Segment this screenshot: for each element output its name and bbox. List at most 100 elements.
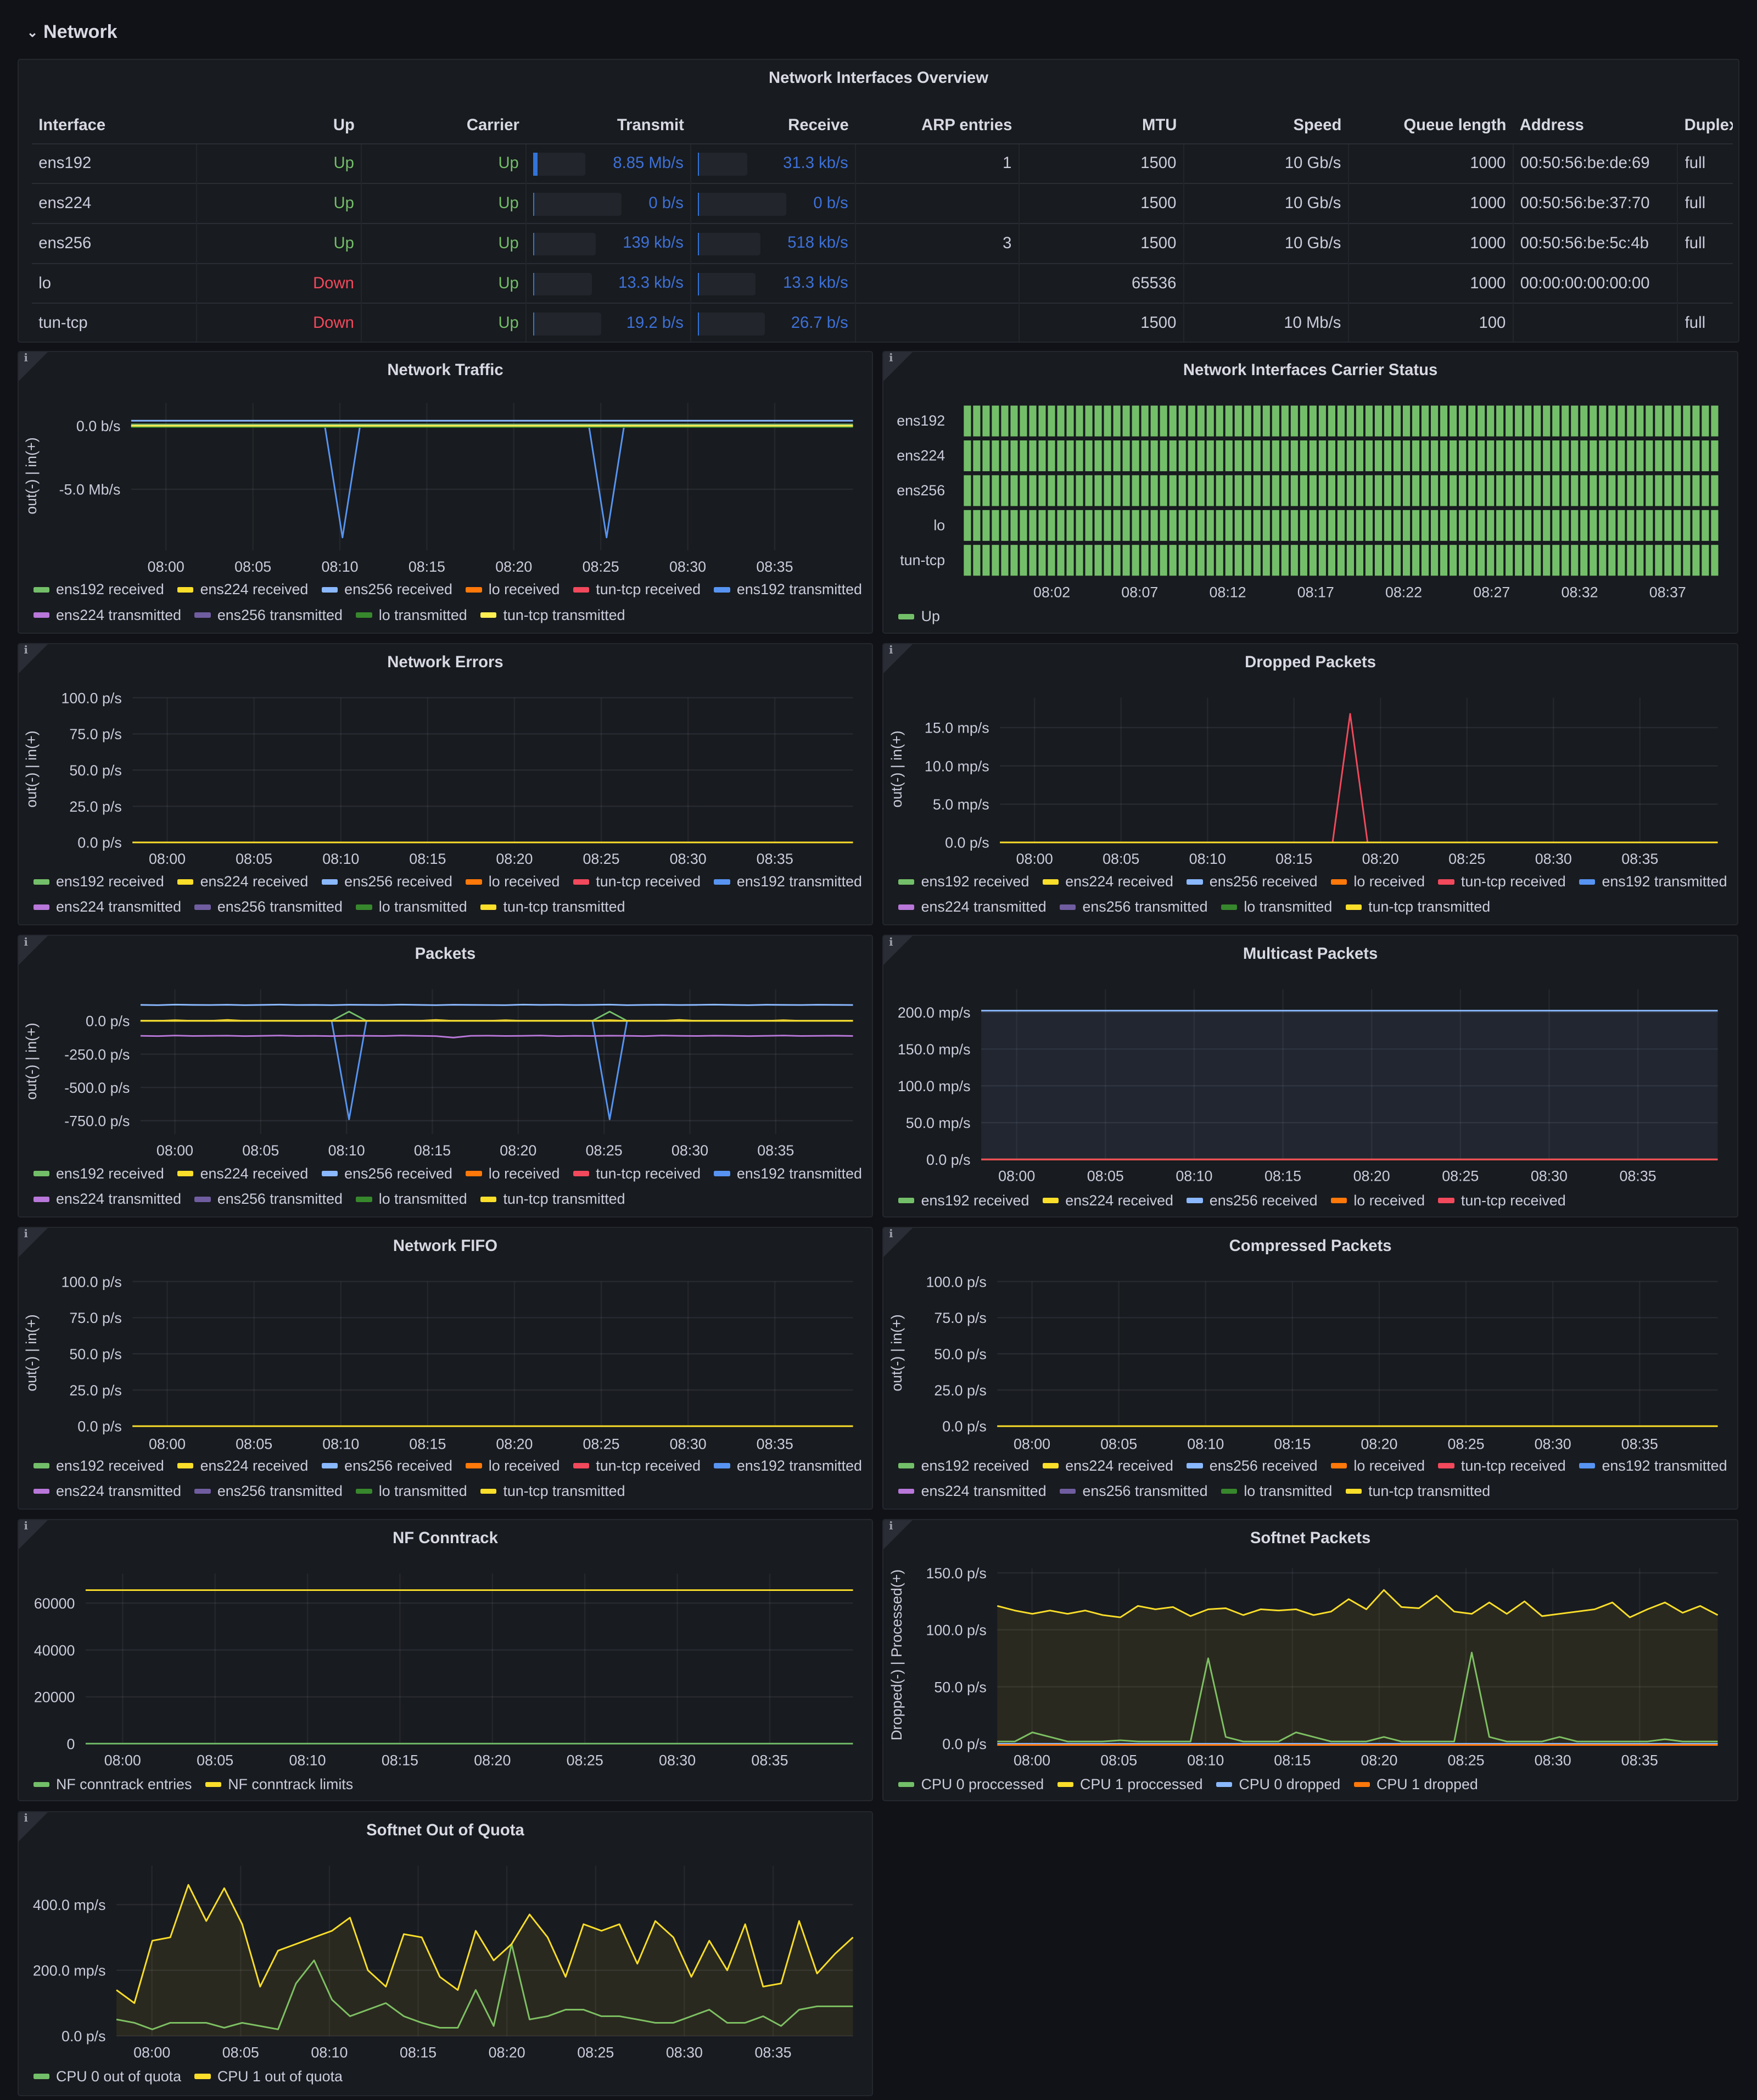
info-icon[interactable]: i — [889, 1227, 893, 1241]
legend-item[interactable]: ens224 received — [177, 1456, 308, 1476]
legend-item[interactable]: lo transmitted — [1221, 1481, 1332, 1501]
column-header[interactable]: Address — [1519, 116, 1584, 135]
column-header[interactable]: Receive — [788, 116, 849, 135]
legend-item[interactable]: ens192 received — [33, 1164, 164, 1184]
panel-info-corner[interactable]: i — [883, 352, 913, 381]
column-header[interactable]: ARP entries — [921, 116, 1012, 135]
legend-item[interactable]: CPU 1 dropped — [1353, 1774, 1478, 1795]
panel-info-corner[interactable]: i — [18, 644, 48, 673]
legend-item[interactable]: lo received — [1330, 1191, 1425, 1211]
legend-item[interactable]: ens224 transmitted — [33, 897, 181, 918]
legend-item[interactable]: tun-tcp transmitted — [480, 1481, 625, 1501]
info-icon[interactable]: i — [24, 351, 28, 365]
legend-item[interactable]: Up — [898, 606, 940, 627]
info-icon[interactable]: i — [24, 644, 28, 657]
legend-item[interactable]: ens256 received — [321, 580, 452, 600]
column-header[interactable]: Queue length — [1403, 116, 1507, 135]
info-icon[interactable]: i — [24, 1520, 28, 1533]
legend-item[interactable]: ens224 received — [1042, 1191, 1173, 1211]
legend-item[interactable]: lo transmitted — [356, 897, 467, 918]
legend-item[interactable]: ens192 received — [33, 580, 164, 600]
panel-info-corner[interactable]: i — [883, 1520, 913, 1549]
legend-item[interactable]: lo received — [466, 1164, 559, 1184]
legend-item[interactable]: lo received — [1330, 1456, 1425, 1476]
legend-item[interactable]: tun-tcp received — [573, 872, 701, 892]
legend-item[interactable]: ens192 received — [898, 872, 1029, 892]
legend-item[interactable]: ens224 received — [177, 1164, 308, 1184]
legend-item[interactable]: lo received — [466, 580, 559, 600]
info-icon[interactable]: i — [24, 935, 28, 948]
legend-item[interactable]: NF conntrack limits — [205, 1774, 353, 1795]
legend-item[interactable]: ens192 received — [33, 1456, 164, 1476]
legend-item[interactable]: ens224 transmitted — [898, 1481, 1047, 1501]
legend-item[interactable]: ens256 received — [1187, 1456, 1318, 1476]
legend-item[interactable]: CPU 0 dropped — [1216, 1774, 1340, 1795]
column-header[interactable]: Duplex — [1684, 116, 1733, 135]
legend-item[interactable]: ens256 received — [321, 872, 452, 892]
legend-item[interactable]: ens256 transmitted — [194, 1481, 343, 1501]
legend-item[interactable]: ens192 received — [898, 1456, 1029, 1476]
legend-item[interactable]: ens256 received — [1187, 1191, 1318, 1211]
section-header-network[interactable]: ⌄ Network — [27, 21, 117, 43]
column-header[interactable]: Up — [333, 116, 355, 135]
legend-item[interactable]: CPU 1 out of quota — [194, 2067, 343, 2087]
legend-item[interactable]: lo transmitted — [356, 605, 467, 625]
legend-item[interactable]: ens256 received — [321, 1164, 452, 1184]
legend-item[interactable]: ens224 transmitted — [33, 1481, 181, 1501]
info-icon[interactable]: i — [889, 1520, 893, 1533]
info-icon[interactable]: i — [889, 935, 893, 948]
panel-info-corner[interactable]: i — [18, 1227, 48, 1257]
legend-item[interactable]: lo received — [1330, 872, 1425, 892]
legend-item[interactable]: CPU 0 out of quota — [33, 2067, 181, 2087]
legend-item[interactable]: tun-tcp transmitted — [480, 897, 625, 918]
legend-item[interactable]: ens192 transmitted — [714, 872, 862, 892]
panel-info-corner[interactable]: i — [883, 936, 913, 965]
legend-item[interactable]: NF conntrack entries — [33, 1774, 192, 1795]
legend-item[interactable]: ens224 received — [177, 872, 308, 892]
legend-item[interactable]: tun-tcp received — [1438, 1456, 1566, 1476]
legend-item[interactable]: lo transmitted — [1221, 897, 1332, 918]
legend-item[interactable]: ens256 transmitted — [1060, 897, 1208, 918]
legend-item[interactable]: CPU 0 proccessed — [898, 1774, 1044, 1795]
legend-item[interactable]: tun-tcp transmitted — [1345, 1481, 1490, 1501]
legend-item[interactable]: ens256 transmitted — [194, 1189, 343, 1209]
legend-item[interactable]: lo transmitted — [356, 1189, 467, 1209]
column-header[interactable]: Interface — [38, 116, 106, 135]
legend-item[interactable]: ens192 transmitted — [714, 1456, 862, 1476]
panel-info-corner[interactable]: i — [883, 1228, 913, 1257]
panel-info-corner[interactable]: i — [18, 1520, 48, 1549]
info-icon[interactable]: i — [889, 351, 893, 365]
legend-item[interactable]: ens224 transmitted — [898, 897, 1047, 918]
legend-item[interactable]: tun-tcp received — [573, 1164, 701, 1184]
legend-item[interactable]: tun-tcp received — [1438, 1191, 1566, 1211]
legend-item[interactable]: tun-tcp received — [573, 1456, 701, 1476]
panel-info-corner[interactable]: i — [18, 351, 48, 381]
legend-item[interactable]: ens224 received — [1042, 872, 1173, 892]
info-icon[interactable]: i — [24, 1811, 28, 1824]
legend-item[interactable]: ens224 transmitted — [33, 605, 181, 625]
legend-item[interactable]: ens192 transmitted — [1579, 1456, 1727, 1476]
legend-item[interactable]: lo received — [466, 1456, 559, 1476]
legend-item[interactable]: ens256 transmitted — [1060, 1481, 1208, 1501]
legend-item[interactable]: tun-tcp transmitted — [1345, 897, 1490, 918]
panel-info-corner[interactable]: i — [18, 935, 48, 965]
legend-item[interactable]: lo received — [466, 872, 559, 892]
panel-info-corner[interactable]: i — [883, 644, 913, 673]
legend-item[interactable]: ens192 received — [33, 872, 164, 892]
legend-item[interactable]: tun-tcp received — [1438, 872, 1566, 892]
legend-item[interactable]: tun-tcp transmitted — [480, 605, 625, 625]
legend-item[interactable]: ens192 transmitted — [714, 580, 862, 600]
legend-item[interactable]: ens192 transmitted — [1579, 872, 1727, 892]
column-header[interactable]: Transmit — [617, 116, 684, 135]
info-icon[interactable]: i — [24, 1227, 28, 1241]
info-icon[interactable]: i — [889, 644, 893, 657]
column-header[interactable]: Speed — [1293, 116, 1342, 135]
legend-item[interactable]: ens224 transmitted — [33, 1189, 181, 1209]
legend-item[interactable]: ens256 received — [321, 1456, 452, 1476]
column-header[interactable]: Carrier — [466, 116, 519, 135]
legend-item[interactable]: ens192 transmitted — [714, 1164, 862, 1184]
legend-item[interactable]: ens256 transmitted — [194, 605, 343, 625]
legend-item[interactable]: CPU 1 proccessed — [1057, 1774, 1203, 1795]
legend-item[interactable]: tun-tcp received — [573, 580, 701, 600]
legend-item[interactable]: tun-tcp transmitted — [480, 1189, 625, 1209]
